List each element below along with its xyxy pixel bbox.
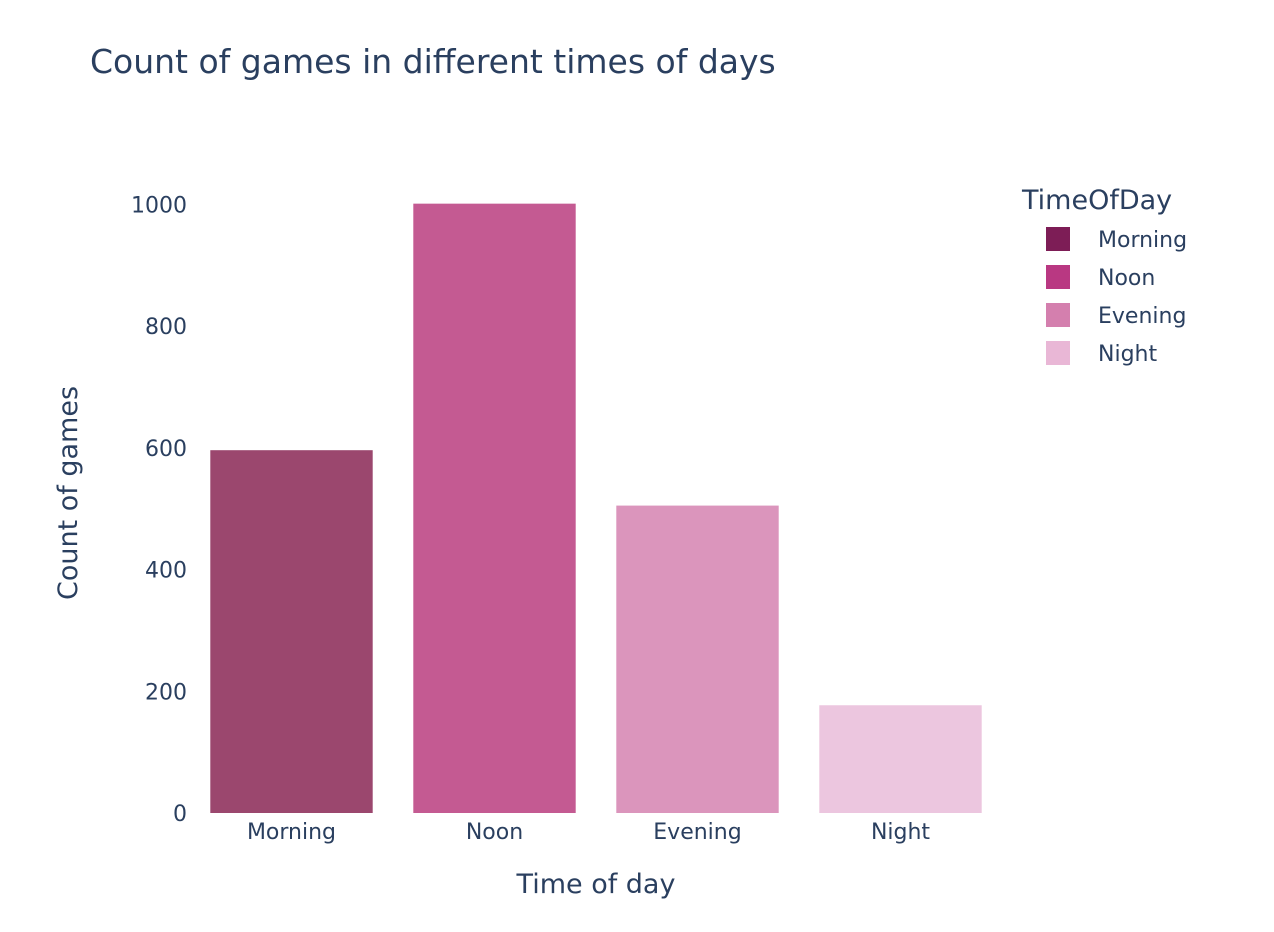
legend-item-night[interactable]: Night: [1046, 341, 1157, 367]
bar-morning: [210, 450, 373, 813]
legend-label: Noon: [1098, 266, 1155, 291]
y-axis-ticks: 0 200 400 600 800 1000: [131, 193, 187, 827]
plot-area: [210, 203, 982, 814]
y-tick-label: 600: [145, 437, 187, 462]
legend-item-evening[interactable]: Evening: [1046, 303, 1186, 329]
legend-item-morning[interactable]: Morning: [1046, 227, 1187, 253]
x-tick-label: Evening: [653, 820, 741, 845]
chart-title: Count of games in different times of day…: [90, 42, 776, 81]
legend-item-noon[interactable]: Noon: [1046, 265, 1155, 291]
y-tick-label: 400: [145, 559, 187, 584]
x-axis-title: Time of day: [516, 869, 676, 900]
y-tick-label: 1000: [131, 193, 187, 218]
y-tick-label: 0: [173, 802, 187, 827]
bar-noon: [413, 203, 576, 814]
legend-label: Morning: [1098, 228, 1187, 253]
legend-swatch: [1046, 303, 1070, 327]
x-axis-ticks: Morning Noon Evening Night: [247, 820, 930, 845]
legend-label: Evening: [1098, 304, 1186, 329]
y-axis-title: Count of games: [53, 386, 84, 600]
legend-swatch: [1046, 341, 1070, 365]
x-tick-label: Noon: [466, 820, 523, 845]
legend-title: TimeOfDay: [1021, 185, 1172, 216]
y-tick-label: 200: [145, 680, 187, 705]
y-tick-label: 800: [145, 315, 187, 340]
legend-swatch: [1046, 227, 1070, 251]
x-tick-label: Morning: [247, 820, 336, 845]
bar-evening: [616, 505, 779, 813]
legend: TimeOfDay Morning Noon Evening Night: [1021, 185, 1187, 367]
x-tick-label: Night: [871, 820, 930, 845]
legend-swatch: [1046, 265, 1070, 289]
bar-night: [819, 705, 982, 813]
legend-label: Night: [1098, 342, 1157, 367]
